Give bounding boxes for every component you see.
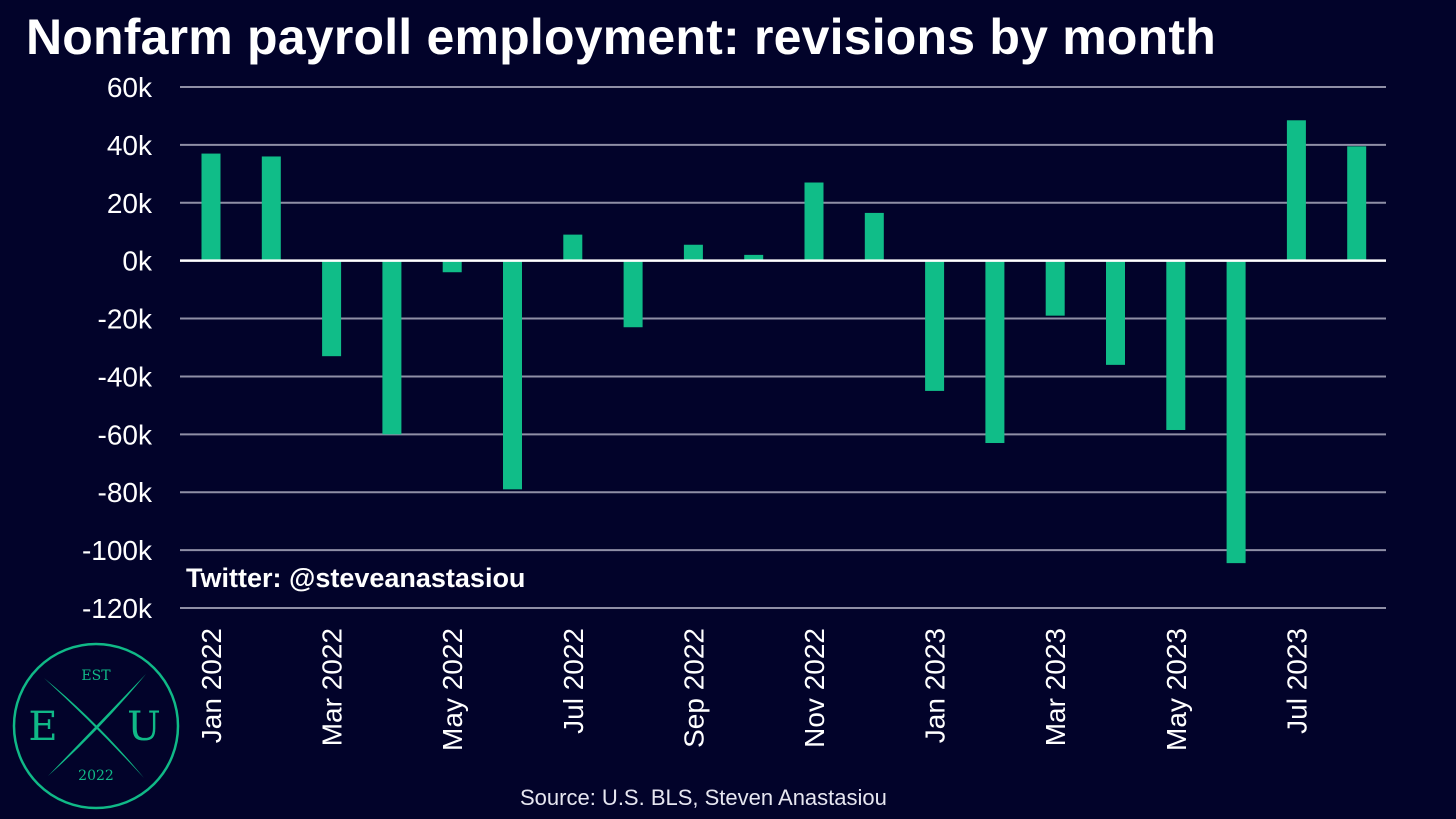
x-tick-label: May 2023 [1161,628,1192,751]
bar [683,244,703,261]
x-tick-label: Mar 2023 [1040,628,1071,746]
bar [1286,120,1306,261]
y-tick-label: -20k [98,304,153,335]
gridlines [180,86,1386,609]
y-tick-label: -60k [98,419,153,450]
logo-bottom-text: 2022 [78,768,114,784]
bar [864,212,884,261]
source-note: Source: U.S. BLS, Steven Anastasiou [520,785,887,810]
bar [201,153,221,261]
bar [503,260,522,490]
bars [201,120,1367,564]
bar [744,254,764,261]
bar [563,234,583,261]
bar [442,260,462,273]
x-tick-label: Jul 2022 [558,628,589,734]
x-tick-label: May 2022 [437,628,468,751]
x-tick-label: Jan 2022 [196,628,227,743]
y-tick-label: -120k [82,593,153,624]
logo-left-letter: E [28,704,57,750]
y-tick-label: 0k [122,246,153,277]
bar [1045,260,1065,316]
x-tick-label: Nov 2022 [799,628,830,748]
logo-right-letter: U [127,704,161,750]
bar [322,260,342,357]
y-axis-ticks: 60k 40k 20k 0k -20k -40k -60k -80k -100k -120k [82,72,153,624]
x-tick-label: Jan 2023 [920,628,951,743]
x-tick-label: Sep 2022 [678,628,709,748]
y-tick-label: 40k [107,130,153,161]
bar [623,260,643,328]
logo: EST E U 2022 [12,642,180,810]
y-tick-label: -40k [98,361,153,392]
y-tick-label: -100k [82,535,153,566]
bar [804,182,824,261]
bar [1347,146,1367,261]
logo-ring [12,642,180,810]
bar [1226,260,1246,564]
chart-title: Nonfarm payroll employment: revisions by… [26,9,1216,65]
x-axis-ticks: Jan 2022 Mar 2022 May 2022 Jul 2022 Sep 2022… [196,628,1312,751]
x-tick-label: Mar 2022 [317,628,348,746]
bar [985,260,1005,444]
y-tick-label: 60k [107,72,153,103]
logo-cross-stroke-a [48,674,146,776]
bar [261,156,281,261]
logo-top-text: EST [81,668,111,684]
y-tick-label: -80k [98,477,153,508]
bar [382,260,402,435]
twitter-handle: Twitter: @steveanastasiou [186,563,526,593]
x-tick-label: Jul 2023 [1281,628,1312,734]
y-tick-label: 20k [107,188,153,219]
bar [925,260,945,391]
bar [1106,260,1125,365]
bar [1166,260,1186,430]
